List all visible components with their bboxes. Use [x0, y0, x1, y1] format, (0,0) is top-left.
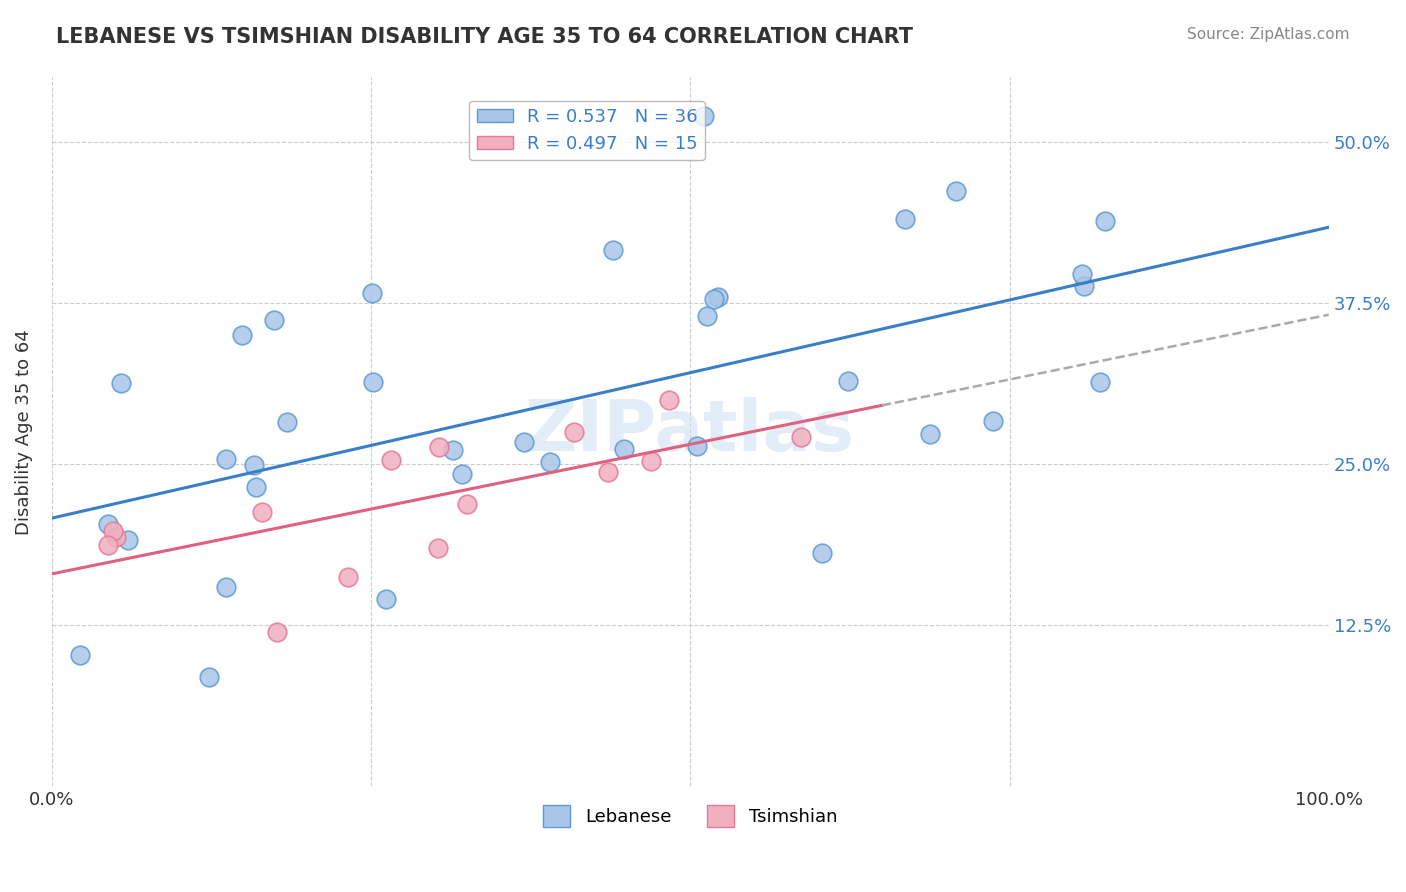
- Point: [1071, 267, 1094, 281]
- Point: [363, 376, 385, 390]
- Point: [640, 454, 662, 468]
- Point: [562, 425, 585, 440]
- Text: Source: ZipAtlas.com: Source: ZipAtlas.com: [1187, 27, 1350, 42]
- Point: [215, 452, 238, 467]
- Point: [1094, 214, 1116, 228]
- Point: [375, 592, 398, 607]
- Point: [443, 442, 465, 457]
- Point: [513, 434, 536, 449]
- Point: [1073, 279, 1095, 293]
- Point: [945, 184, 967, 198]
- Point: [69, 648, 91, 662]
- Point: [1088, 375, 1111, 389]
- Point: [703, 293, 725, 307]
- Point: [686, 439, 709, 453]
- Point: [658, 392, 681, 407]
- Point: [427, 440, 450, 454]
- Point: [707, 290, 730, 304]
- Point: [336, 570, 359, 584]
- Point: [245, 480, 267, 494]
- Point: [101, 524, 124, 539]
- Point: [276, 415, 298, 429]
- Point: [426, 541, 449, 555]
- Point: [451, 467, 474, 481]
- Point: [613, 442, 636, 457]
- Point: [837, 374, 859, 388]
- Point: [981, 415, 1004, 429]
- Point: [97, 516, 120, 531]
- Y-axis label: Disability Age 35 to 64: Disability Age 35 to 64: [15, 329, 32, 535]
- Point: [97, 538, 120, 552]
- Point: [602, 244, 624, 258]
- Point: [380, 453, 402, 467]
- Point: [696, 309, 718, 323]
- Text: ZIPatlas: ZIPatlas: [526, 398, 855, 467]
- Point: [790, 430, 813, 444]
- Point: [243, 458, 266, 472]
- Point: [538, 455, 561, 469]
- Point: [250, 505, 273, 519]
- Point: [811, 546, 834, 560]
- Point: [894, 211, 917, 226]
- Point: [920, 426, 942, 441]
- Point: [110, 376, 132, 390]
- Point: [105, 530, 128, 544]
- Legend: Lebanese, Tsimshian: Lebanese, Tsimshian: [536, 797, 845, 834]
- Point: [361, 286, 384, 301]
- Text: LEBANESE VS TSIMSHIAN DISABILITY AGE 35 TO 64 CORRELATION CHART: LEBANESE VS TSIMSHIAN DISABILITY AGE 35 …: [56, 27, 914, 46]
- Point: [215, 580, 238, 594]
- Point: [266, 624, 288, 639]
- Point: [231, 327, 253, 342]
- Point: [263, 313, 285, 327]
- Point: [197, 670, 219, 684]
- Point: [596, 465, 619, 479]
- Point: [117, 533, 139, 547]
- Point: [693, 109, 716, 123]
- Point: [456, 497, 478, 511]
